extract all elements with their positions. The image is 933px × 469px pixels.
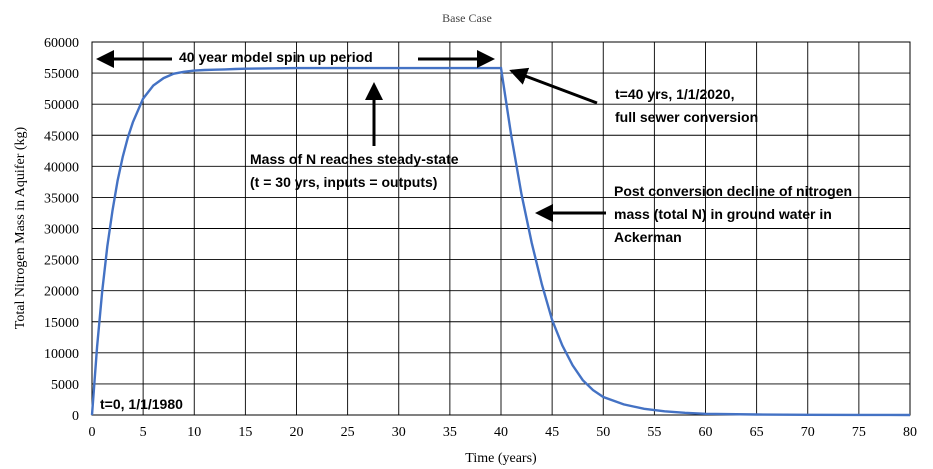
x-axis-title: Time (years) xyxy=(465,451,537,466)
annotation-steady-state: Mass of N reaches steady-state (t = 30 y… xyxy=(250,151,462,190)
x-tick-label: 70 xyxy=(801,425,815,440)
x-tick-label: 10 xyxy=(187,425,201,440)
x-tick-label: 60 xyxy=(699,425,713,440)
annotation-sewer-conversion: t=40 yrs, 1/1/2020, full sewer conversio… xyxy=(615,86,758,125)
y-tick-label: 5000 xyxy=(51,378,79,393)
y-tick-label: 60000 xyxy=(44,36,79,51)
y-tick-label: 25000 xyxy=(44,254,79,269)
x-tick-label: 25 xyxy=(341,425,355,440)
x-tick-label: 55 xyxy=(647,425,661,440)
y-axis-title: Total Nitrogen Mass in Aquifer (kg) xyxy=(13,126,28,329)
y-tick-label: 0 xyxy=(72,409,79,424)
y-tick-label: 40000 xyxy=(44,160,79,175)
x-tick-label: 0 xyxy=(89,425,96,440)
plot-frame xyxy=(91,41,911,416)
x-tick-label: 40 xyxy=(494,425,508,440)
y-tick-label: 45000 xyxy=(44,129,79,144)
x-tick-label: 20 xyxy=(290,425,304,440)
y-tick-label: 55000 xyxy=(44,67,79,82)
y-tick-label: 35000 xyxy=(44,191,79,206)
y-tick-label: 30000 xyxy=(44,223,79,238)
x-tick-label: 15 xyxy=(238,425,252,440)
annotation-post-conversion-decline: Post conversion decline of nitrogen mass… xyxy=(614,183,856,245)
x-tick-label: 80 xyxy=(903,425,917,440)
x-tick-label: 75 xyxy=(852,425,866,440)
x-axis-ticks: 0 5 10 15 20 25 30 35 40 45 50 55 60 65 70 75 80 xyxy=(89,425,918,440)
grid xyxy=(91,41,911,416)
chart-title: Base Case xyxy=(442,11,492,25)
x-tick-label: 65 xyxy=(750,425,764,440)
annotation-spin-up: 40 year model spin up period xyxy=(179,49,373,65)
x-tick-label: 50 xyxy=(596,425,610,440)
annotation-arrows xyxy=(96,50,606,222)
x-tick-label: 5 xyxy=(140,425,147,440)
x-tick-label: 45 xyxy=(545,425,559,440)
x-tick-label: 35 xyxy=(443,425,457,440)
annotation-start: t=0, 1/1/1980 xyxy=(100,396,183,412)
arrow-sewer-conversion xyxy=(509,67,598,105)
series-line xyxy=(90,66,911,417)
y-axis-ticks: 0 5000 10000 15000 20000 25000 30000 35000 40000… xyxy=(44,36,79,424)
y-tick-label: 10000 xyxy=(44,347,79,362)
y-tick-label: 50000 xyxy=(44,98,79,113)
y-tick-label: 20000 xyxy=(44,285,79,300)
y-tick-label: 15000 xyxy=(44,316,79,331)
x-tick-label: 30 xyxy=(392,425,406,440)
